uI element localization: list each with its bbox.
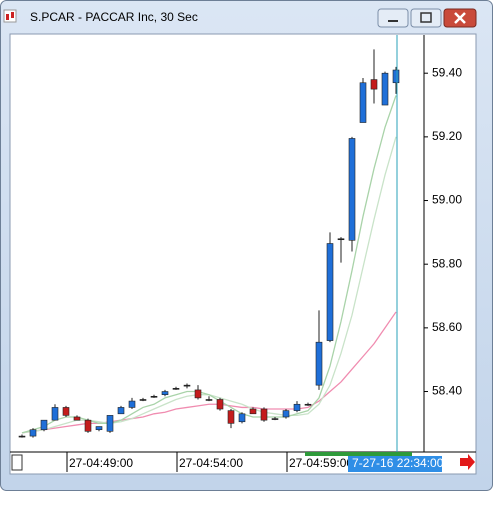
candle-body bbox=[392, 69, 400, 84]
maximize-icon bbox=[420, 12, 432, 23]
y-tick-label: 58.40 bbox=[432, 384, 462, 398]
scroll-box[interactable] bbox=[11, 454, 23, 471]
candle-body bbox=[117, 407, 125, 415]
x-tick-label: 27-04:59:00 bbox=[289, 456, 353, 470]
x-tick-label: 27-04:54:00 bbox=[179, 456, 243, 470]
window-title: S.PCAR - PACCAR Inc, 30 Sec bbox=[30, 10, 198, 24]
candle-body bbox=[150, 395, 158, 398]
candle-body bbox=[194, 389, 202, 399]
candle-body bbox=[95, 426, 103, 431]
candle-body bbox=[227, 410, 235, 424]
candle-body bbox=[84, 419, 92, 432]
candle-body bbox=[337, 238, 345, 241]
cursor-label: 7-27-16 22:34:00 bbox=[352, 456, 444, 470]
candle-body bbox=[29, 429, 37, 437]
cursor-label-box bbox=[348, 456, 442, 472]
y-tick-label: 58.80 bbox=[432, 256, 462, 270]
candle-body bbox=[370, 79, 378, 90]
candle-body bbox=[293, 403, 301, 411]
x-tick-label: 27-04:49:00 bbox=[69, 456, 133, 470]
y-tick-label: 59.40 bbox=[432, 65, 462, 79]
moving-average bbox=[21, 311, 397, 434]
candle-body bbox=[106, 415, 114, 432]
candle-body bbox=[172, 388, 180, 390]
y-tick-label: 58.60 bbox=[432, 320, 462, 334]
plot-area: 58.40 58.60 58.80 59.00 59.20 59.40 27-04:49:0… bbox=[18, 35, 462, 472]
candle-body bbox=[249, 408, 257, 415]
candle-body bbox=[73, 416, 81, 421]
candle-body bbox=[282, 410, 290, 418]
session-bar bbox=[305, 452, 412, 456]
y-tick-label: 59.20 bbox=[432, 129, 462, 143]
candle-body bbox=[304, 403, 312, 406]
candle-body bbox=[359, 82, 367, 123]
candle-body bbox=[40, 419, 48, 431]
candle-body bbox=[326, 243, 334, 341]
candle-body bbox=[381, 72, 389, 106]
candle-body bbox=[348, 138, 356, 241]
scroll-right-arrow[interactable] bbox=[460, 454, 475, 470]
candle-body bbox=[183, 384, 191, 387]
candle-body bbox=[315, 341, 323, 386]
window-icon-bar bbox=[6, 14, 9, 20]
candle-body bbox=[18, 435, 26, 438]
candle-body bbox=[205, 399, 213, 401]
window-icon-bar bbox=[11, 12, 14, 18]
window-icon bbox=[3, 9, 17, 23]
candle-body bbox=[216, 399, 224, 410]
minimize-button[interactable] bbox=[377, 8, 409, 28]
chart-panel bbox=[9, 33, 477, 475]
y-tick-label: 59.00 bbox=[432, 193, 462, 207]
candle-body bbox=[62, 407, 70, 416]
close-icon bbox=[454, 12, 466, 24]
candle-body bbox=[238, 413, 246, 423]
candle-body bbox=[128, 400, 136, 408]
candle-body bbox=[51, 407, 59, 421]
candle-body bbox=[139, 399, 147, 401]
maximize-button[interactable] bbox=[410, 8, 442, 28]
candle-body bbox=[260, 408, 268, 421]
moving-average bbox=[21, 95, 397, 434]
candle-body bbox=[271, 418, 279, 420]
candle-body bbox=[161, 391, 169, 396]
